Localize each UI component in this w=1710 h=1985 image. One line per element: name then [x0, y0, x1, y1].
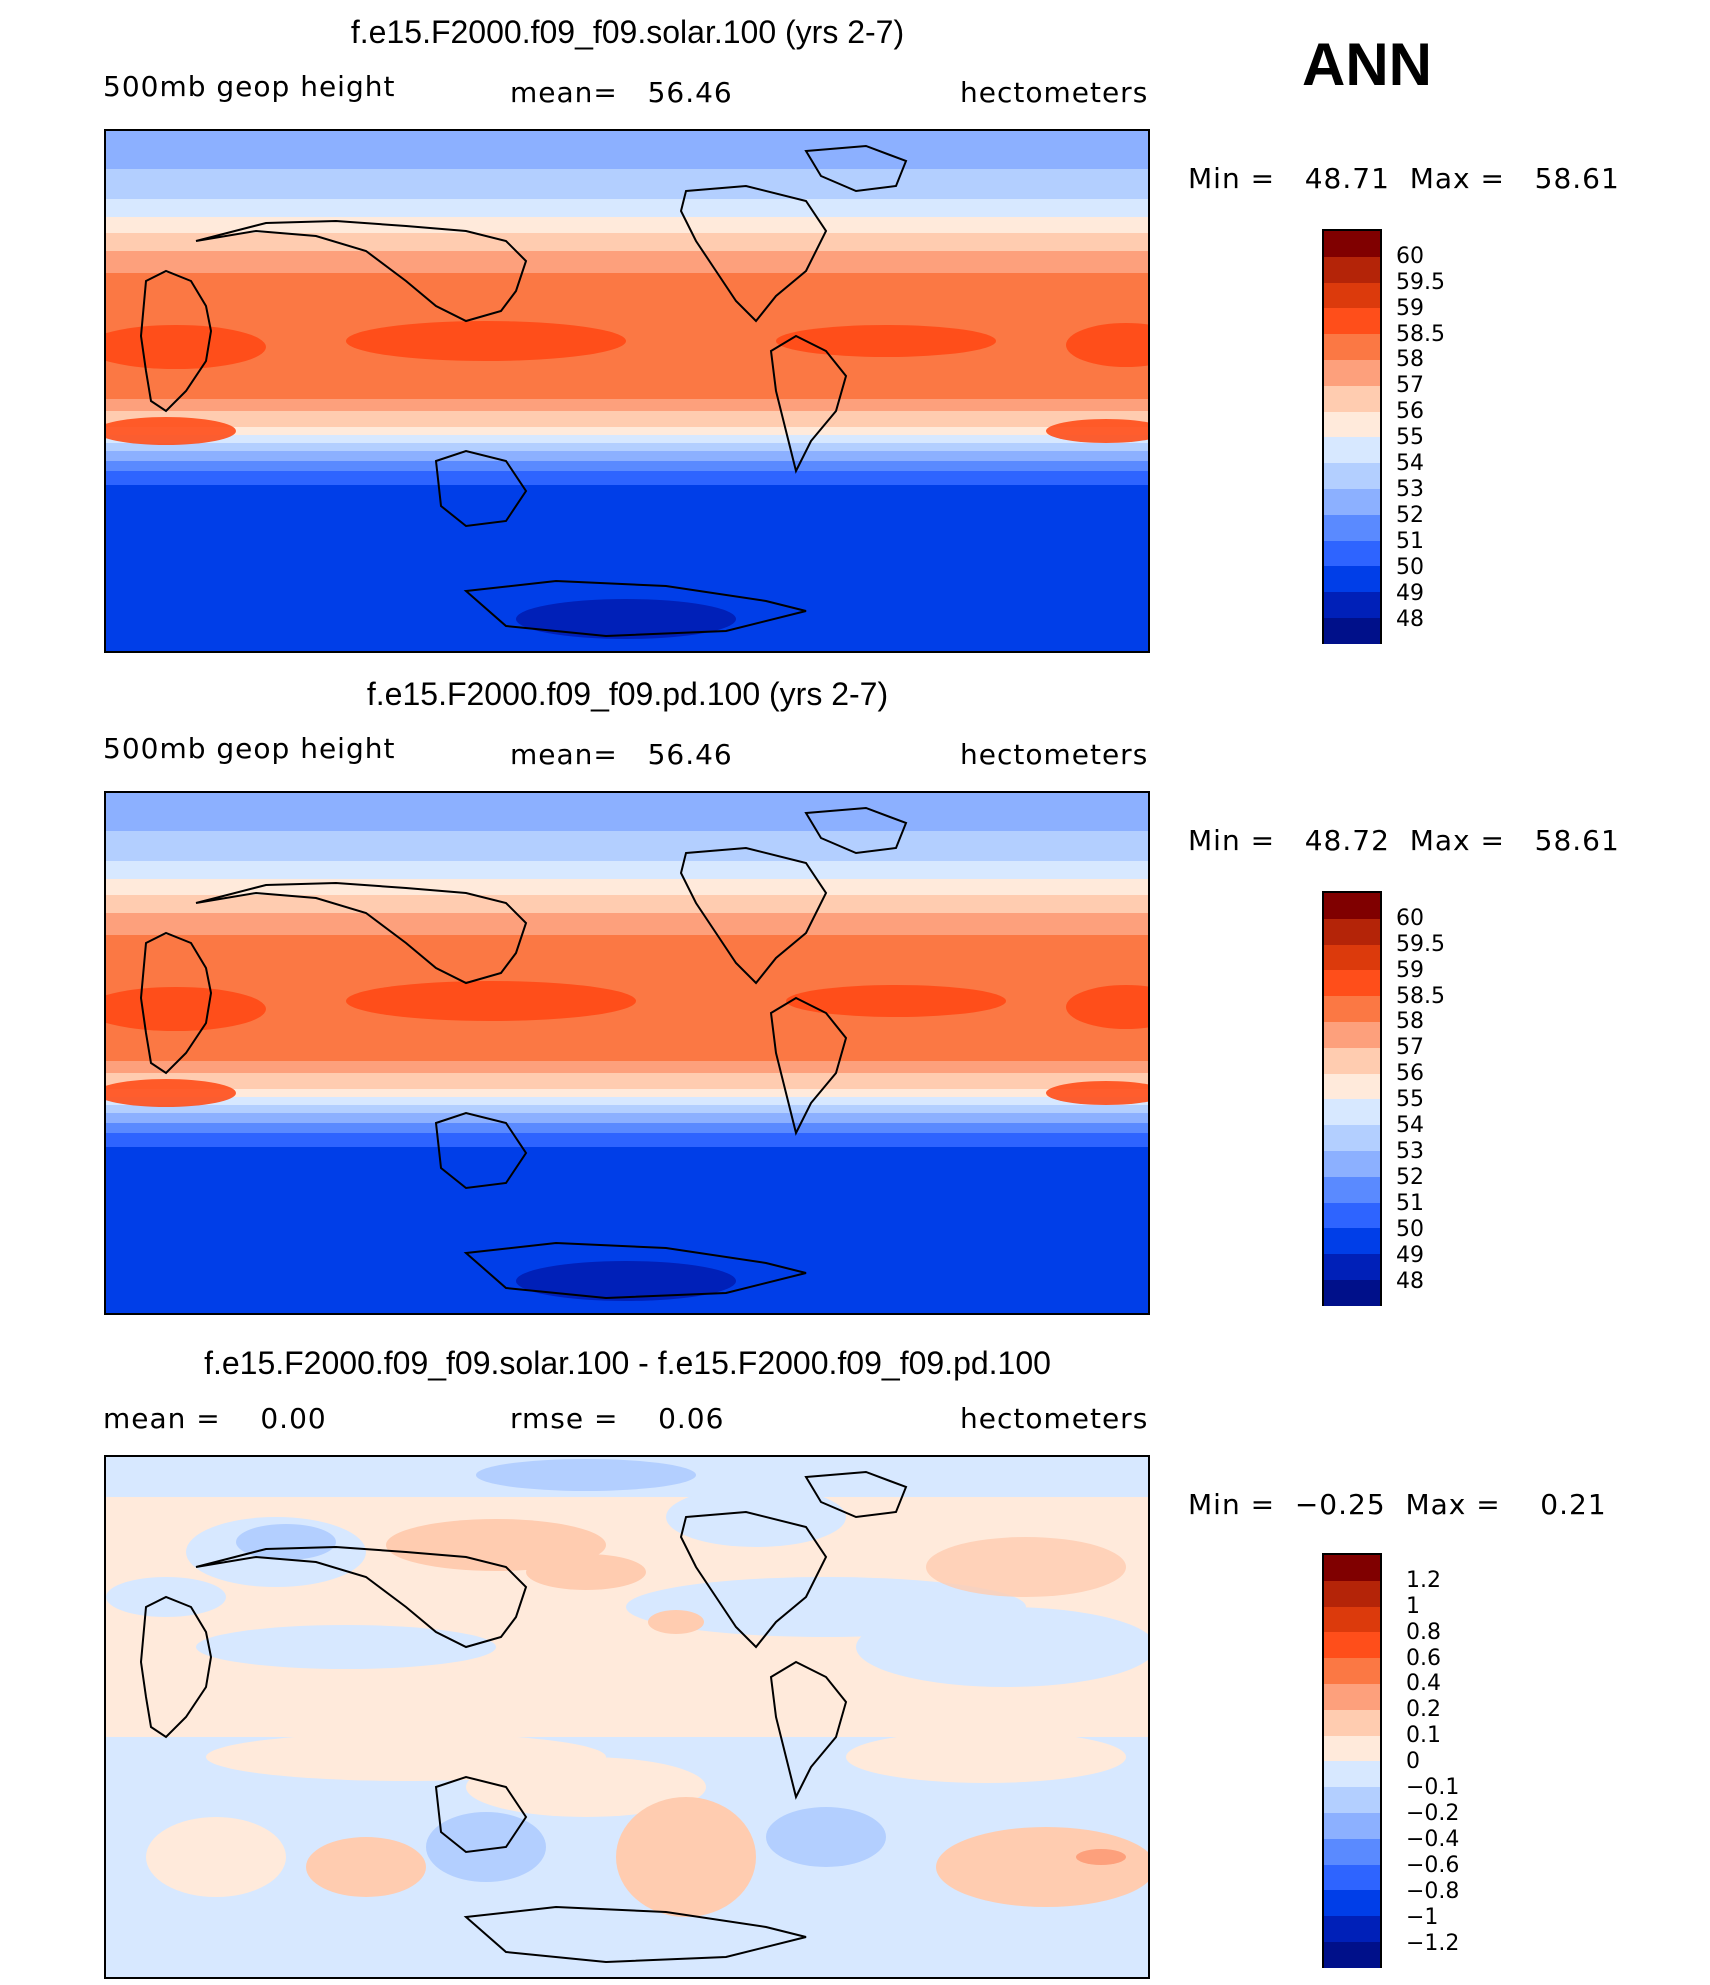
- panel2-cbar-label: 51: [1396, 1191, 1424, 1216]
- panel2-units-label: hectometers: [960, 738, 1149, 771]
- panel3-colorbar: [1322, 1553, 1382, 1968]
- panel2-mean-label: mean= 56.46: [510, 738, 733, 771]
- panel1-cbar-label: 58: [1396, 347, 1424, 372]
- panel2-cbar-label: 60: [1396, 906, 1424, 931]
- season-label: ANN: [1302, 31, 1432, 98]
- panel2-minmax: Min = 48.72 Max = 58.61: [1188, 824, 1620, 857]
- panel2-cbar-label: 59: [1396, 958, 1424, 983]
- panel2-cbar-label: 52: [1396, 1165, 1424, 1190]
- panel3-minmax: Min = −0.25 Max = 0.21: [1188, 1488, 1607, 1521]
- panel3-cbar-label: 1: [1406, 1594, 1420, 1619]
- panel2-cbar-label: 58.5: [1396, 984, 1445, 1009]
- panel3-cbar-label: −0.8: [1406, 1879, 1460, 1904]
- panel3-cbar-label: 0: [1406, 1749, 1420, 1774]
- panel3-cbar-label: −0.4: [1406, 1827, 1460, 1852]
- panel3-cbar-label: −0.2: [1406, 1801, 1460, 1826]
- panel2-cbar-label: 59.5: [1396, 932, 1445, 957]
- panel3-title: f.e15.F2000.f09_f09.solar.100 - f.e15.F2…: [204, 1345, 1051, 1381]
- panel3-rmse-label: rmse = 0.06: [510, 1402, 725, 1435]
- panel1-cbar-label: 56: [1396, 399, 1424, 424]
- panel3-cbar-label: −0.1: [1406, 1775, 1460, 1800]
- panel3-cbar-label: 0.2: [1406, 1697, 1441, 1722]
- panel2-cbar-label: 57: [1396, 1035, 1424, 1060]
- panel2-cbar-label: 54: [1396, 1113, 1424, 1138]
- panel3-cbar-label: −0.6: [1406, 1853, 1460, 1878]
- panel1-cbar-label: 53: [1396, 477, 1424, 502]
- panel1-cbar-label: 54: [1396, 451, 1424, 476]
- panel2-cbar-label: 53: [1396, 1139, 1424, 1164]
- panel2-cbar-label: 48: [1396, 1269, 1424, 1294]
- panel2-title: f.e15.F2000.f09_f09.pd.100 (yrs 2-7): [366, 676, 889, 712]
- panel1-colorbar: [1322, 229, 1382, 644]
- panel1-cbar-label: 55: [1396, 425, 1424, 450]
- panel3-cbar-label: 0.4: [1406, 1671, 1441, 1696]
- panel2-colorbar: [1322, 891, 1382, 1306]
- panel2-cbar-label: 55: [1396, 1087, 1424, 1112]
- panel1-cbar-label: 60: [1396, 244, 1424, 269]
- panel1-mean-label: mean= 56.46: [510, 76, 733, 109]
- panel1-minmax: Min = 48.71 Max = 58.61: [1188, 162, 1620, 195]
- panel2-map: [104, 791, 1150, 1315]
- panel3-map: [104, 1455, 1150, 1979]
- panel1-cbar-label: 52: [1396, 503, 1424, 528]
- panel2-cbar-label: 56: [1396, 1061, 1424, 1086]
- panel3-cbar-label: −1.2: [1406, 1931, 1460, 1956]
- panel1-units-label: hectometers: [960, 76, 1149, 109]
- panel3-mean-label: mean = 0.00: [103, 1402, 327, 1435]
- panel2-cbar-label: 58: [1396, 1009, 1424, 1034]
- panel1-map-field: [106, 131, 1148, 651]
- panel1-cbar-label: 51: [1396, 529, 1424, 554]
- panel1-title: f.e15.F2000.f09_f09.solar.100 (yrs 2-7): [350, 14, 905, 50]
- panel3-cbar-label: 0.1: [1406, 1723, 1441, 1748]
- panel1-cbar-label: 59: [1396, 296, 1424, 321]
- panel3-map-field: [106, 1457, 1148, 1977]
- panel3-units-label: hectometers: [960, 1402, 1149, 1435]
- panel3-cbar-label: 0.6: [1406, 1646, 1441, 1671]
- panel2-map-field: [106, 793, 1148, 1313]
- panel1-cbar-label: 49: [1396, 581, 1424, 606]
- panel2-cbar-label: 49: [1396, 1243, 1424, 1268]
- panel1-cbar-label: 57: [1396, 373, 1424, 398]
- panel3-cbar-label: −1: [1406, 1905, 1439, 1930]
- panel3-cbar-label: 1.2: [1406, 1568, 1441, 1593]
- panel1-map: [104, 129, 1150, 653]
- panel2-variable-label: 500mb geop height: [103, 732, 396, 765]
- panel1-cbar-label: 59.5: [1396, 270, 1445, 295]
- panel3-cbar-label: 0.8: [1406, 1620, 1441, 1645]
- panel1-cbar-label: 50: [1396, 555, 1424, 580]
- panel1-cbar-label: 58.5: [1396, 322, 1445, 347]
- panel2-cbar-label: 50: [1396, 1217, 1424, 1242]
- panel1-variable-label: 500mb geop height: [103, 70, 396, 103]
- panel1-cbar-label: 48: [1396, 607, 1424, 632]
